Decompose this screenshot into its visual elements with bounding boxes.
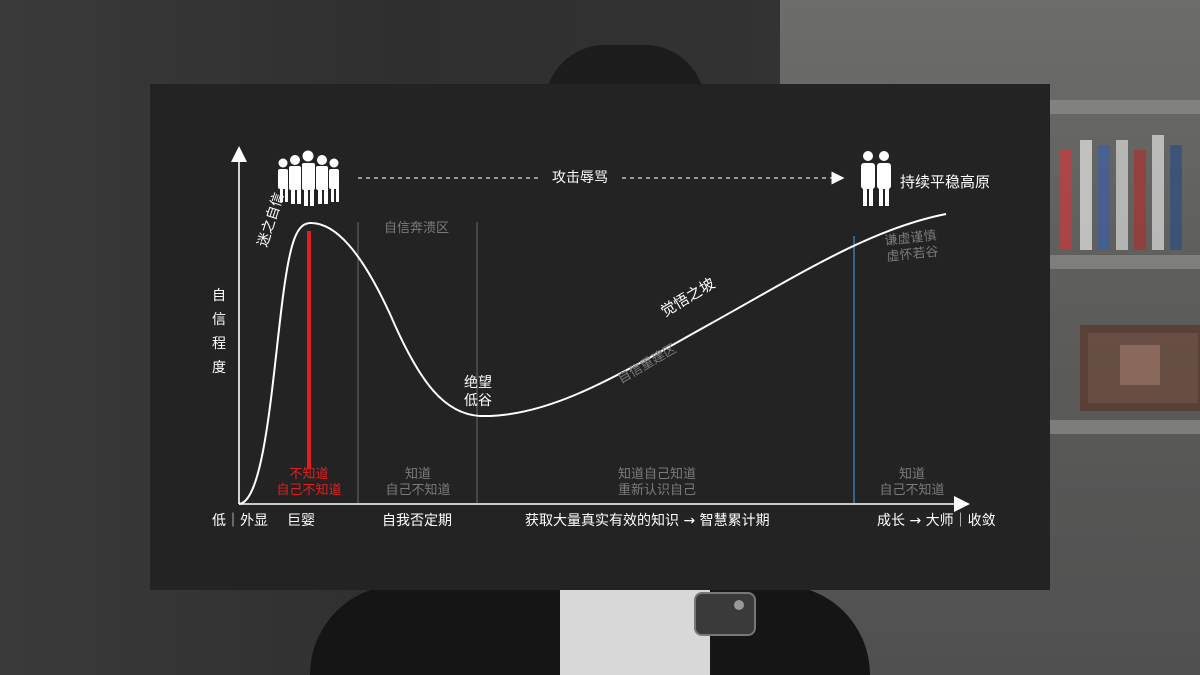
- x-label-end: 成长 → 大师｜收敛: [877, 513, 996, 529]
- confidence-curve: [238, 213, 947, 505]
- plateau-state-line1: 知道: [898, 467, 925, 482]
- background-frame: [1120, 345, 1160, 385]
- crowd-icon: [278, 150, 339, 206]
- valley-label-line2: 低谷: [464, 393, 492, 409]
- microphone-light: [734, 600, 744, 610]
- diagram-canvas: [231, 146, 970, 512]
- x-label-giant-baby: 巨婴: [287, 513, 315, 529]
- plateau-state-line2: 自己不知道: [879, 483, 945, 498]
- plateau-label: 持续平稳高原: [900, 173, 991, 191]
- y-axis-label: 自信程度: [212, 288, 226, 376]
- x-label-knowledge: 获取大量真实有效的知识 → 智慧累计期: [525, 513, 770, 529]
- two-people-icon: [861, 151, 891, 206]
- x-label-start: 低｜外显: [212, 513, 268, 529]
- collapse-zone-label: 自信奔溃区: [384, 221, 450, 236]
- red-state-line1: 不知道: [289, 467, 329, 482]
- rebuild-state-line1: 知道自己知道: [617, 467, 696, 482]
- lapel-microphone: [694, 592, 756, 636]
- x-label-self-denial: 自我否定期: [382, 513, 452, 529]
- valley-label-line1: 绝望: [464, 375, 492, 391]
- red-state-line2: 自己不知道: [276, 483, 342, 498]
- attack-label: 攻击辱骂: [552, 170, 608, 186]
- collapse-state-line1: 知道: [404, 467, 431, 482]
- presenter-shirt: [560, 590, 710, 675]
- collapse-state-line2: 自己不知道: [385, 483, 451, 498]
- rebuild-state-line2: 重新认识自己: [617, 483, 696, 498]
- dunning-kruger-slide: 自信程度 攻击辱骂 持续平稳高原 迷之自信 自信奔溃区 绝望 低谷 觉悟之坡 自…: [150, 84, 1050, 590]
